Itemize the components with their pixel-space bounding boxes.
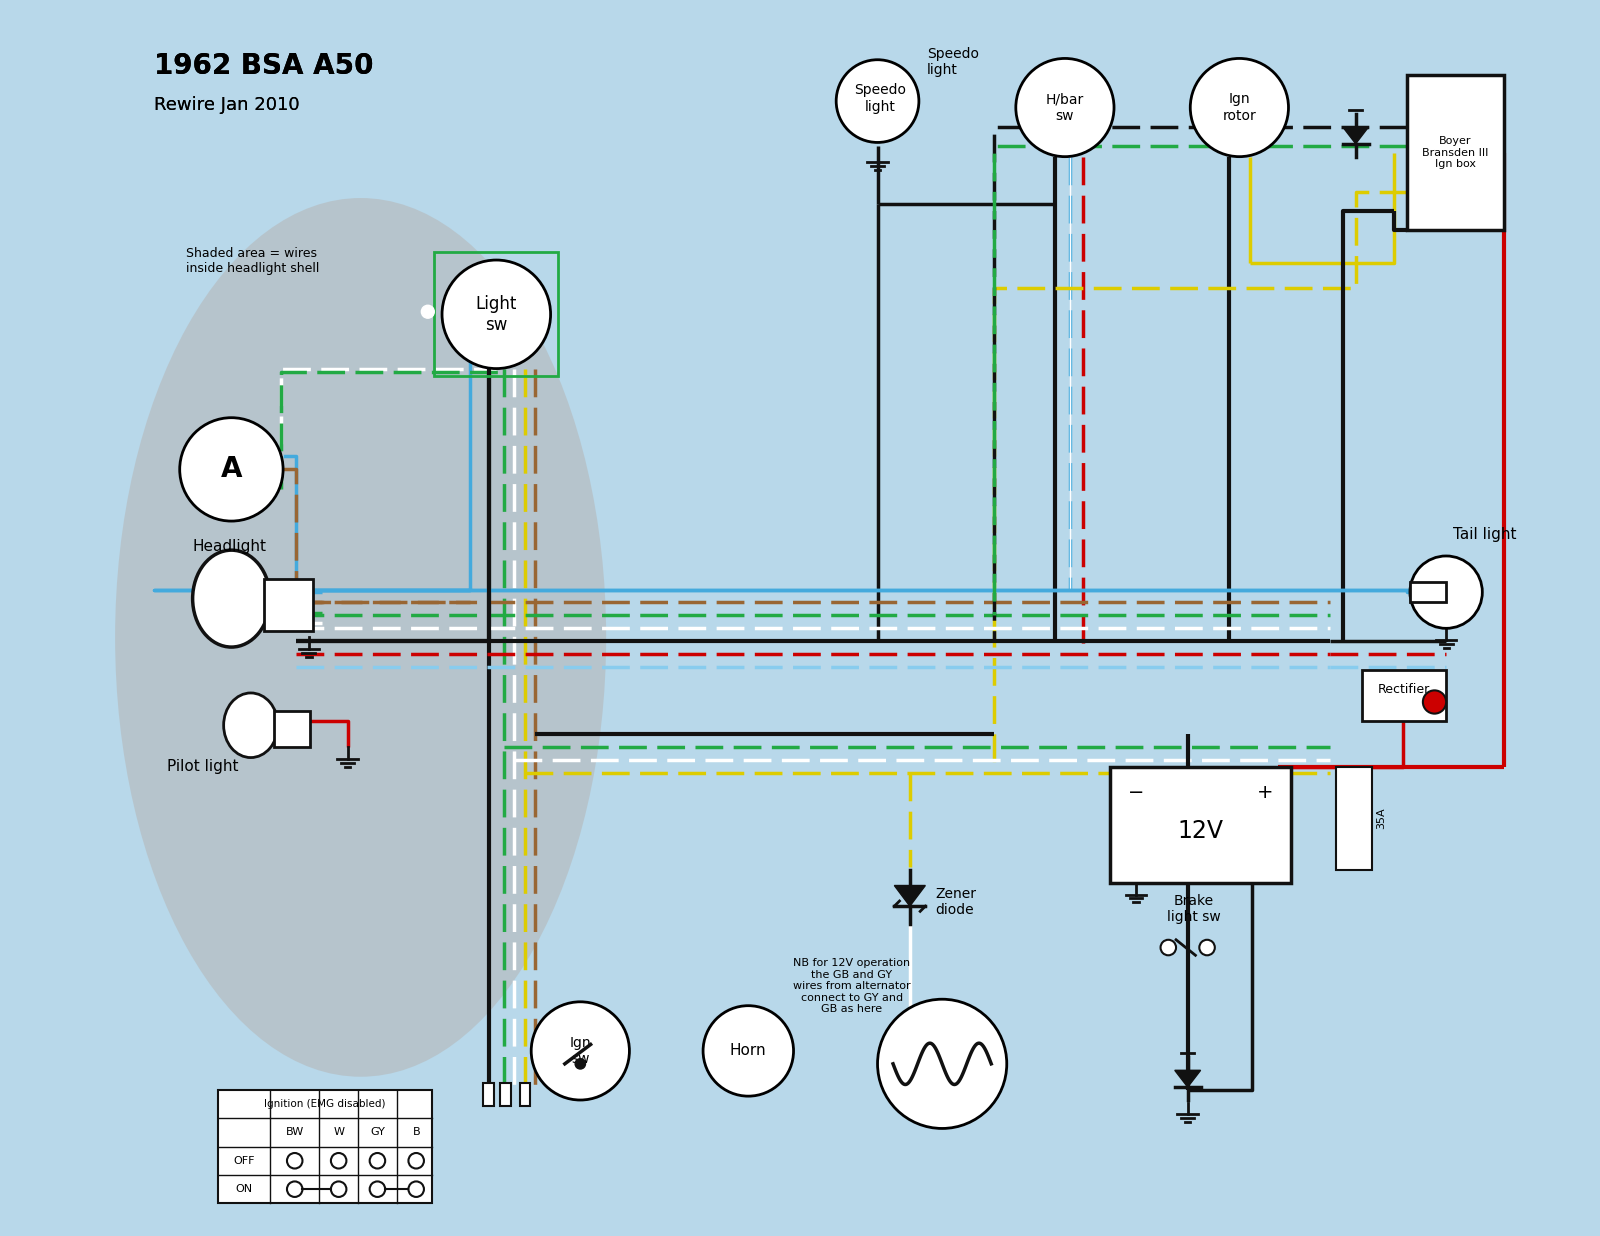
Circle shape [1190, 58, 1288, 157]
Text: Light
sw: Light sw [475, 295, 517, 334]
Text: +: + [1258, 782, 1274, 802]
Polygon shape [1342, 127, 1368, 143]
Text: 35A: 35A [1376, 807, 1386, 829]
Text: 1962 BSA A50: 1962 BSA A50 [154, 52, 373, 80]
Circle shape [370, 1182, 386, 1196]
Text: Rewire Jan 2010: Rewire Jan 2010 [154, 96, 299, 114]
Bar [483, 1083, 494, 1106]
Circle shape [331, 1153, 347, 1168]
Circle shape [408, 1182, 424, 1196]
Bar [1362, 670, 1446, 722]
Ellipse shape [224, 693, 278, 758]
Text: NB for 12V operation
the GB and GY
wires from alternator
connect to GY and
GB as: NB for 12V operation the GB and GY wires… [794, 958, 910, 1015]
Bar [1110, 766, 1291, 883]
Text: Tail light: Tail light [1453, 527, 1517, 541]
Text: ON: ON [235, 1184, 253, 1194]
Circle shape [331, 1182, 347, 1196]
Text: Boyer
Bransden III
Ign box: Boyer Bransden III Ign box [1422, 136, 1488, 169]
Circle shape [370, 1153, 386, 1168]
Circle shape [531, 1002, 629, 1100]
Text: Zener
diode: Zener diode [936, 887, 976, 917]
Text: GY: GY [370, 1127, 386, 1137]
Circle shape [1422, 691, 1446, 713]
Text: Ignition (EMG disabled): Ignition (EMG disabled) [264, 1099, 386, 1109]
Bar [1410, 582, 1446, 602]
Text: OFF: OFF [234, 1156, 254, 1166]
Text: B: B [413, 1127, 421, 1137]
Circle shape [286, 1182, 302, 1196]
Text: −: − [1128, 782, 1144, 802]
Circle shape [1410, 556, 1482, 628]
Text: Speedo
light: Speedo light [854, 83, 906, 114]
Ellipse shape [192, 550, 270, 648]
Text: Rewire Jan 2010: Rewire Jan 2010 [154, 96, 299, 114]
Circle shape [286, 1153, 302, 1168]
Circle shape [442, 260, 550, 368]
Text: Brake
light sw: Brake light sw [1168, 894, 1221, 923]
Text: H/bar
sw: H/bar sw [1046, 93, 1085, 122]
Circle shape [877, 999, 1006, 1128]
Polygon shape [1174, 1070, 1200, 1088]
Text: W: W [333, 1127, 344, 1137]
Circle shape [408, 1153, 424, 1168]
Bar [274, 711, 310, 748]
Bar [1408, 75, 1504, 230]
Bar [219, 1090, 432, 1204]
Bar [434, 252, 558, 376]
Circle shape [837, 59, 918, 142]
Text: A: A [221, 455, 242, 483]
Text: Rectifier: Rectifier [1378, 682, 1430, 696]
Text: Headlight: Headlight [192, 539, 267, 555]
Bar [520, 1083, 530, 1106]
Text: BW: BW [285, 1127, 304, 1137]
Circle shape [1160, 939, 1176, 955]
Text: Shaded area = wires
inside headlight shell: Shaded area = wires inside headlight she… [186, 247, 320, 276]
Ellipse shape [115, 198, 606, 1077]
Circle shape [574, 1059, 586, 1069]
Circle shape [1200, 939, 1214, 955]
Text: Ign
rotor: Ign rotor [1222, 93, 1256, 122]
Text: 12V: 12V [1178, 819, 1224, 843]
Circle shape [179, 418, 283, 522]
Bar [264, 580, 314, 630]
Text: 1962 BSA A50: 1962 BSA A50 [154, 52, 373, 80]
Circle shape [421, 305, 434, 318]
Text: Pilot light: Pilot light [166, 759, 238, 774]
Text: Horn: Horn [730, 1043, 766, 1058]
Circle shape [1016, 58, 1114, 157]
Text: Speedo
light: Speedo light [926, 47, 979, 78]
Polygon shape [894, 885, 925, 906]
Circle shape [702, 1006, 794, 1096]
Text: Ign
sw: Ign sw [570, 1036, 590, 1065]
Bar [501, 1083, 510, 1106]
Bar [1336, 766, 1373, 870]
